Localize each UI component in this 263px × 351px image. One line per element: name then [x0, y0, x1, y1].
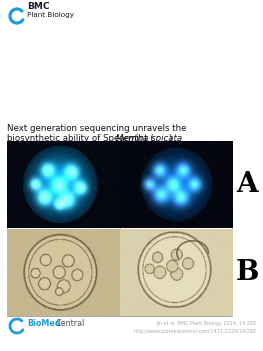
Text: Next generation sequencing unravels the: Next generation sequencing unravels the — [7, 124, 186, 133]
Text: BMC: BMC — [27, 2, 49, 11]
Text: Central: Central — [56, 318, 85, 327]
Text: Jin et al.: Jin et al. — [7, 176, 36, 182]
Text: http://www.biomedcentral.com/1471-2229/14/292: http://www.biomedcentral.com/1471-2229/1… — [133, 329, 256, 334]
Text: transcriptomics: transcriptomics — [7, 154, 74, 163]
Text: A: A — [236, 171, 258, 198]
Text: peltate glandular trichomes through comparative: peltate glandular trichomes through comp… — [7, 144, 220, 153]
Bar — [7, 141, 232, 316]
Text: BioMed: BioMed — [27, 318, 61, 327]
Text: Jin et al. BMC Plant Biology 2014, 14:292: Jin et al. BMC Plant Biology 2014, 14:29… — [156, 321, 256, 326]
Text: B: B — [235, 259, 259, 286]
Text: Plant Biology: Plant Biology — [27, 12, 74, 18]
Text: ): ) — [168, 134, 171, 143]
Text: biosynthetic ability of Spearmint (: biosynthetic ability of Spearmint ( — [7, 134, 154, 143]
Text: Mentha spicata: Mentha spicata — [116, 134, 182, 143]
